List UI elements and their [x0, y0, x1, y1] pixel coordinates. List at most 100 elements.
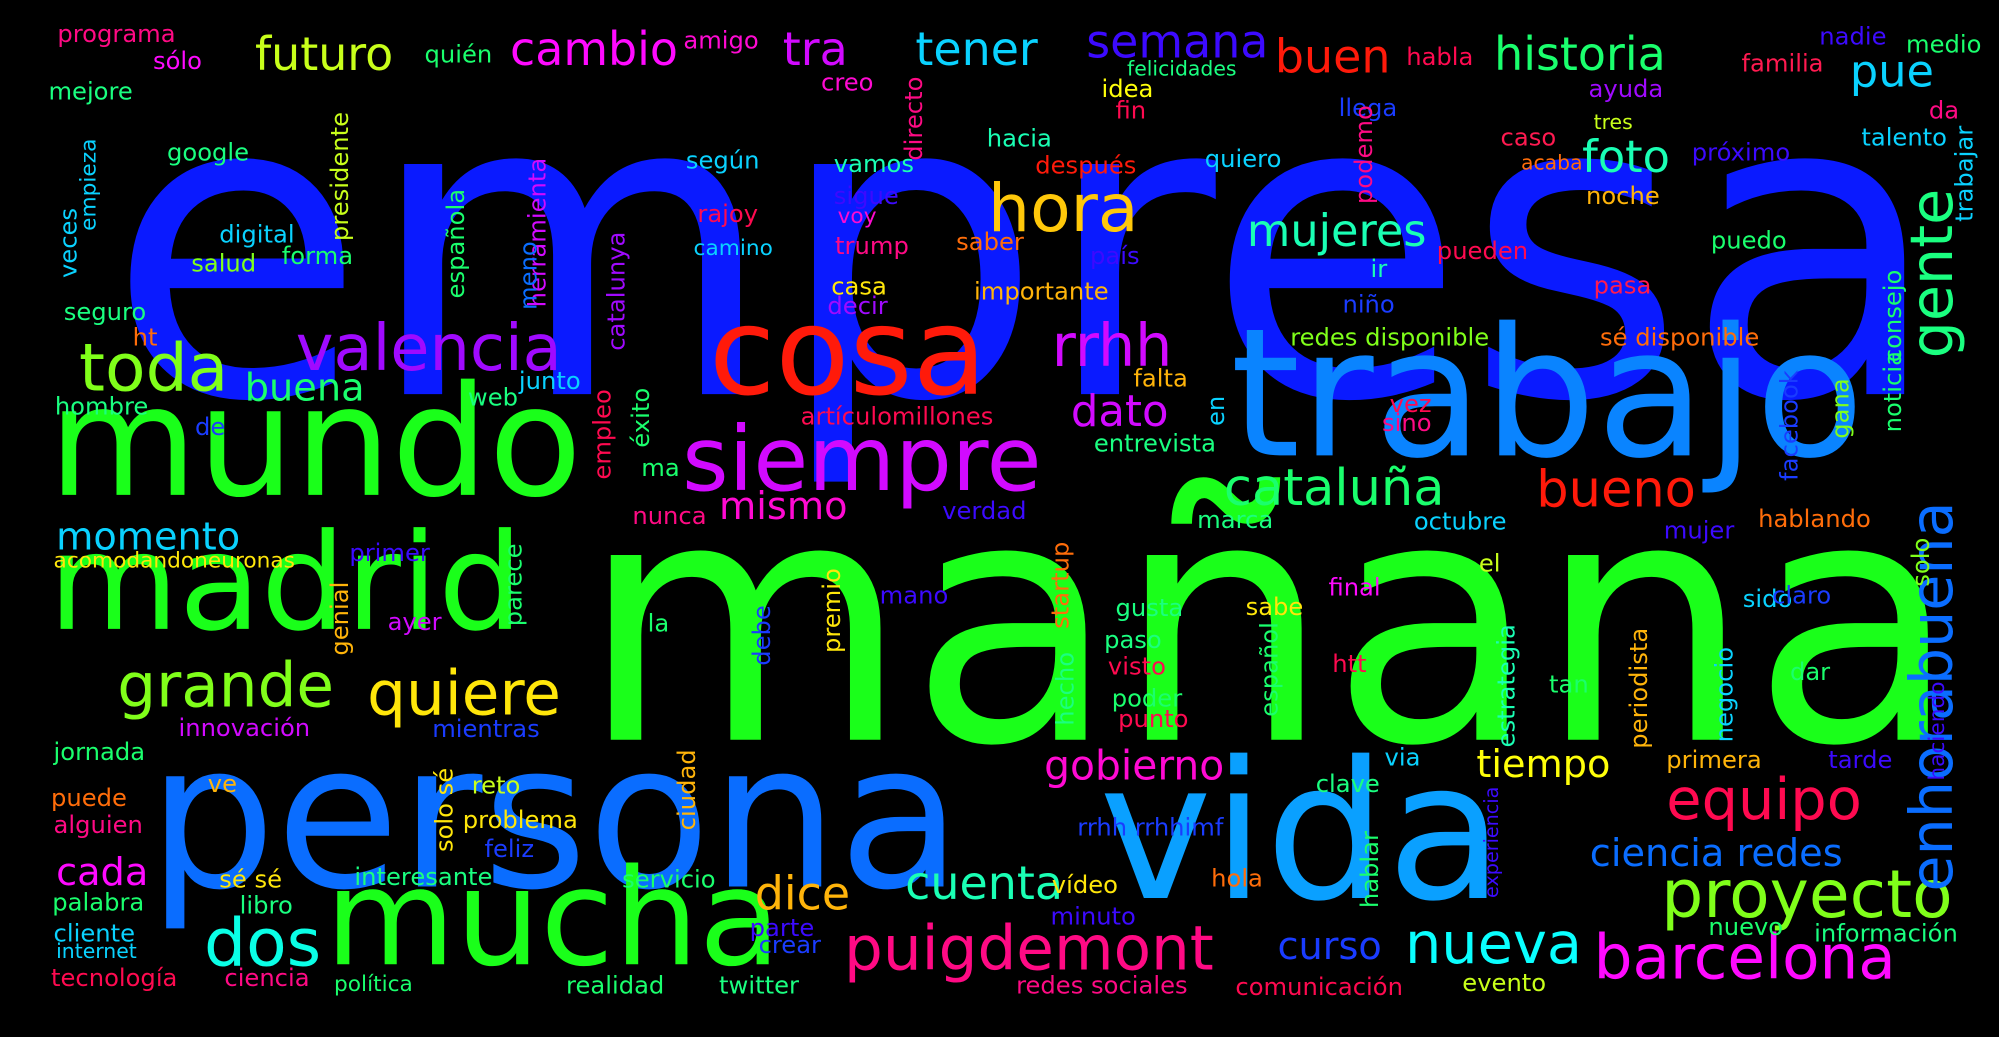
- cloud-word: twitter: [719, 971, 799, 1000]
- cloud-word: bueno: [1536, 460, 1696, 520]
- cloud-word: quiero: [1204, 145, 1282, 174]
- cloud-word: voy: [837, 204, 877, 230]
- cloud-word: rrhh: [1051, 311, 1173, 381]
- cloud-word: cuenta: [905, 858, 1063, 911]
- cloud-word: mismo: [719, 484, 848, 530]
- cloud-word: acaba: [1520, 150, 1583, 175]
- cloud-word: tres: [1593, 109, 1633, 134]
- cloud-word: después: [1035, 151, 1137, 180]
- cloud-word: puedo: [1710, 227, 1787, 256]
- cloud-word: curso: [1277, 924, 1382, 970]
- cloud-word: directo: [900, 76, 929, 161]
- cloud-word: según: [685, 146, 760, 175]
- cloud-word: el: [1478, 549, 1501, 578]
- cloud-word: sido: [1742, 585, 1793, 614]
- cloud-word: hola: [1211, 864, 1263, 893]
- cloud-word: dar: [1789, 658, 1831, 687]
- cloud-word: nunca: [632, 502, 707, 531]
- cloud-word: feliz: [484, 835, 535, 864]
- cloud-word: entrevista: [1093, 429, 1216, 458]
- cloud-word: interesante: [354, 863, 493, 892]
- cloud-word: hablando: [1758, 505, 1871, 534]
- cloud-word: camino: [693, 235, 773, 262]
- cloud-word: marca: [1197, 506, 1274, 535]
- cloud-word: mientras: [432, 715, 540, 744]
- cloud-word: haciendo: [1925, 681, 1951, 781]
- cloud-word: llega: [1338, 94, 1398, 123]
- cloud-word: persona: [147, 700, 962, 935]
- cloud-word: internet: [56, 938, 137, 964]
- cloud-word: ayuda: [1588, 75, 1664, 104]
- cloud-word: vamos: [833, 150, 915, 179]
- cloud-word: libro: [239, 891, 293, 920]
- cloud-word: español: [1255, 622, 1284, 717]
- cloud-word: puigdemont: [843, 913, 1214, 985]
- cloud-word: quiere: [367, 658, 561, 730]
- cloud-word: web: [467, 383, 518, 412]
- cloud-word: felicidades: [1127, 56, 1237, 81]
- cloud-word: redes sociales: [1016, 971, 1188, 1000]
- cloud-word: debe: [748, 605, 777, 666]
- cloud-word: mejore: [48, 77, 133, 106]
- cloud-word: grande: [117, 650, 335, 722]
- cloud-word: rajoy: [697, 200, 759, 229]
- cloud-word: puede: [50, 784, 127, 813]
- cloud-word: sabe: [1245, 593, 1304, 622]
- cloud-word: siempre: [682, 406, 1042, 512]
- cloud-word: dice: [754, 868, 851, 921]
- cloud-word: hablar: [1356, 831, 1385, 909]
- cloud-word: da: [1928, 96, 1960, 125]
- cloud-word: trabajar: [1950, 125, 1979, 222]
- cloud-word: programa: [57, 20, 176, 49]
- cloud-word: sino: [1381, 409, 1432, 438]
- cloud-word: buena: [244, 366, 365, 411]
- cloud-word: experiencia: [1480, 786, 1504, 898]
- cloud-word: hora: [988, 170, 1139, 248]
- cloud-word: crear: [758, 931, 822, 960]
- cloud-word: consejo: [1879, 269, 1908, 363]
- cloud-word: jornada: [53, 738, 146, 767]
- cloud-word: cosa: [708, 283, 987, 424]
- cloud-word: empresa: [107, 3, 1943, 494]
- cloud-word: artículomillones: [800, 403, 994, 432]
- cloud-word: solo sé: [430, 767, 459, 853]
- cloud-word: google: [167, 139, 250, 168]
- cloud-word: amigo: [683, 26, 759, 55]
- cloud-word: pueden: [1436, 237, 1529, 266]
- cloud-word: junto: [518, 367, 581, 396]
- cloud-word: tan: [1549, 670, 1589, 699]
- cloud-word: ma: [641, 454, 680, 483]
- cloud-word: hacia: [986, 124, 1052, 154]
- cloud-word: primer: [349, 539, 430, 568]
- cloud-word: éxito: [627, 387, 656, 448]
- cloud-word: verdad: [942, 497, 1027, 526]
- cloud-word: creo: [821, 68, 874, 97]
- cloud-word: información: [1814, 919, 1958, 948]
- cloud-word: veces: [54, 207, 83, 279]
- cloud-word: ciudad: [673, 749, 702, 831]
- cloud-word: nueva: [1404, 909, 1583, 978]
- cloud-word: tener: [915, 24, 1038, 77]
- cloud-word: punto: [1118, 705, 1189, 734]
- cloud-word: cada: [56, 850, 149, 896]
- cloud-word: htt: [1332, 650, 1367, 679]
- cloud-word: catalunya: [603, 231, 632, 351]
- cloud-word: octubre: [1413, 507, 1507, 536]
- cloud-word: podemo: [1350, 105, 1379, 205]
- cloud-word: mundo: [48, 354, 583, 532]
- cloud-word: visto: [1107, 653, 1166, 682]
- cloud-word: buen: [1274, 31, 1391, 85]
- cloud-word: dos: [203, 905, 322, 983]
- cloud-word: medio: [1905, 30, 1982, 59]
- cloud-word: foto: [1582, 132, 1670, 184]
- cloud-word: trump: [835, 232, 909, 261]
- cloud-word: innovación: [178, 714, 311, 743]
- cloud-word: realidad: [566, 971, 665, 1000]
- cloud-word: española: [442, 188, 471, 299]
- cloud-word: mucha: [325, 840, 781, 997]
- cloud-word: digital: [219, 220, 295, 249]
- cloud-word: seguro: [63, 298, 147, 327]
- cloud-word: trabajo: [1230, 290, 1865, 499]
